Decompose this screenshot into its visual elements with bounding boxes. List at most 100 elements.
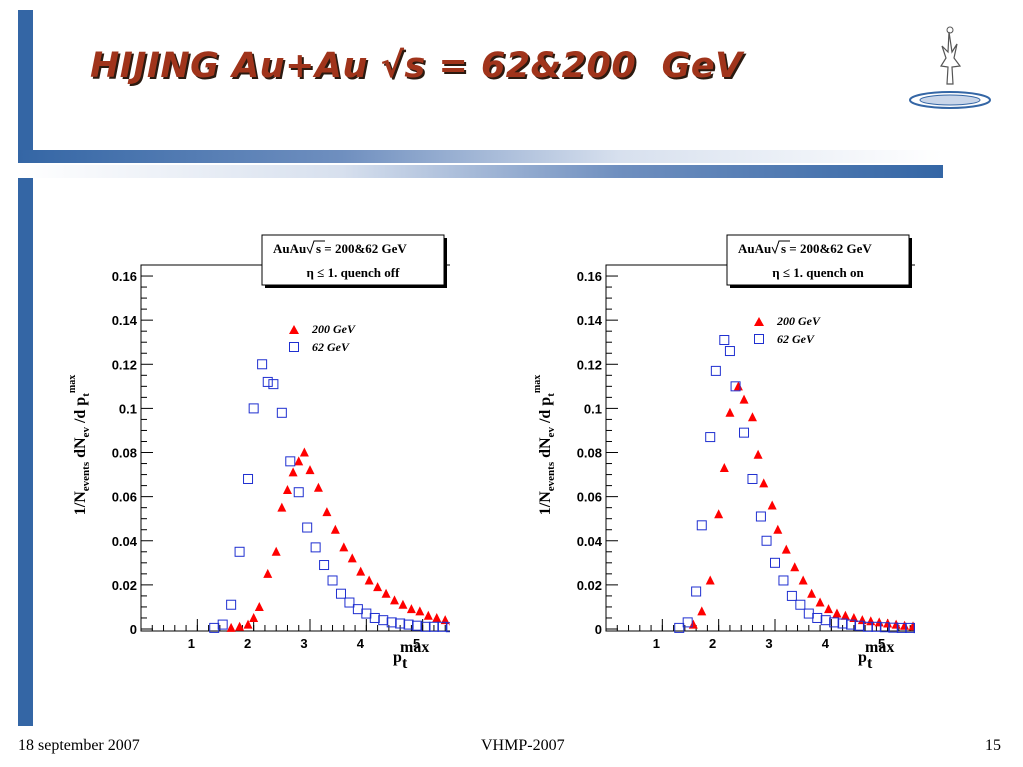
left-accent-bar-bottom: [18, 178, 33, 726]
data-point-62gev: [812, 612, 823, 623]
y-tick-label: 0.12: [577, 357, 602, 372]
y-axis-title: 1/Nevents dNev /d ptmax: [67, 375, 92, 515]
y-axis-title: 1/Nevents dNev /d ptmax: [532, 375, 557, 515]
footer-conference: VHMP-2007: [481, 737, 565, 754]
slide-title: HIJING Au+Au √s = 62&200 GeV: [90, 46, 743, 86]
data-point-200gev: [406, 604, 416, 614]
data-point-200gev: [249, 612, 259, 622]
y-tick-label: 0.12: [112, 357, 137, 372]
data-point-62gev: [248, 403, 259, 414]
y-tick-label: 0.14: [112, 313, 138, 328]
info-box: AuAu s = 200&62 GeV η ≤ 1. quench on: [726, 234, 912, 288]
data-point-200gev: [299, 447, 309, 457]
y-tick-label: 0.04: [577, 534, 603, 549]
plot-frame: [140, 264, 450, 632]
data-point-200gev: [725, 407, 735, 417]
data-point-200gev: [364, 575, 374, 585]
info-box-line1: s = 200&62 GeV: [316, 241, 407, 256]
data-point-200gev: [840, 610, 850, 620]
data-point-62gev: [871, 621, 882, 632]
data-point-62gev: [888, 622, 899, 633]
data-point-62gev: [395, 618, 406, 629]
data-point-200gev: [226, 622, 236, 632]
data-point-62gev: [386, 617, 397, 628]
x-tick-label: 2: [244, 636, 251, 651]
data-point-200gev: [330, 524, 340, 534]
data-point-62gev: [730, 381, 741, 392]
data-point-62gev: [820, 615, 831, 626]
data-point-62gev: [770, 557, 780, 568]
data-point-62gev: [862, 621, 873, 632]
data-point-200gev: [288, 467, 298, 477]
data-point-62gev: [327, 575, 338, 586]
data-point-62gev: [369, 612, 380, 623]
data-point-62gev: [310, 542, 321, 553]
x-tick-label: 4: [822, 636, 830, 651]
data-point-200gev: [900, 620, 910, 630]
data-point-200gev: [322, 507, 332, 517]
data-point-62gev: [691, 586, 702, 597]
data-point-62gev: [710, 365, 721, 376]
x-tick-label: 5: [878, 636, 885, 651]
data-point-62gev: [682, 617, 693, 628]
data-point-200gev: [381, 588, 391, 598]
data-point-200gev: [719, 462, 729, 472]
info-box-line1-prefix: AuAu: [273, 241, 306, 256]
data-point-200gev: [739, 394, 749, 404]
data-point-62gev: [739, 427, 750, 438]
data-point-200gev: [356, 566, 366, 576]
data-point-62gev: [795, 599, 806, 610]
legend-label-200gev: 200 GeV: [776, 314, 821, 328]
x-axis-title: p t max: [858, 639, 894, 672]
data-point-62gev: [344, 597, 355, 608]
x-tick-label: 5: [413, 636, 420, 651]
svg-text:1/Nevents dNev /d ptmax: 1/Nevents dNev /d ptmax: [532, 375, 557, 515]
data-point-62gev: [761, 535, 772, 546]
data-point-200gev: [423, 610, 433, 620]
data-point-62gev: [445, 622, 450, 633]
footer-page-number: 15: [985, 737, 1001, 754]
data-point-62gev: [428, 621, 439, 632]
data-point-62gev: [217, 619, 228, 630]
legend-label-62gev: 62 GeV: [777, 332, 815, 346]
data-point-62gev: [674, 622, 685, 633]
data-point-200gev: [767, 500, 777, 510]
data-point-200gev: [235, 621, 245, 631]
svg-text:t: t: [867, 655, 873, 672]
data-point-62gev: [234, 546, 245, 557]
data-point-200gev: [705, 575, 715, 585]
data-point-200gev: [339, 542, 349, 552]
data-point-200gev: [790, 562, 800, 572]
data-point-200gev: [798, 575, 808, 585]
data-point-62gev: [437, 621, 448, 632]
data-point-200gev: [773, 524, 783, 534]
info-box: AuAu s = 200&62 GeV η ≤ 1. quench off: [261, 234, 447, 288]
y-tick-label: 0.1: [119, 401, 137, 416]
data-point-200gev: [733, 381, 743, 391]
data-point-62gev: [854, 620, 865, 631]
data-point-200gev: [305, 465, 315, 475]
data-point-62gev: [905, 622, 915, 633]
data-point-62gev: [724, 346, 735, 357]
data-point-62gev: [319, 560, 330, 571]
data-point-62gev: [276, 407, 287, 418]
data-point-200gev: [263, 568, 273, 578]
data-point-200gev: [271, 546, 281, 556]
data-point-200gev: [759, 478, 769, 488]
data-point-200gev: [449, 623, 450, 626]
y-tick-label: 0.04: [112, 534, 138, 549]
data-point-62gev: [335, 588, 346, 599]
svg-text:1/Nevents dNev /d ptmax: 1/Nevents dNev /d ptmax: [67, 375, 92, 515]
info-box-line2: η ≤ 1. quench off: [307, 265, 401, 280]
y-tick-label: 0.16: [112, 269, 137, 284]
data-point-200gev: [373, 582, 383, 592]
x-tick-label: 1: [188, 636, 195, 651]
x-axis-title: p t max: [393, 639, 429, 672]
data-point-62gev: [705, 432, 716, 443]
data-point-200gev: [390, 595, 399, 605]
legend-marker-200gev: [754, 317, 764, 326]
x-tick-label: 2: [709, 636, 716, 651]
data-point-200gev: [781, 544, 791, 554]
data-point-62gev: [786, 590, 797, 601]
header-divider-bar-2: [18, 165, 943, 178]
